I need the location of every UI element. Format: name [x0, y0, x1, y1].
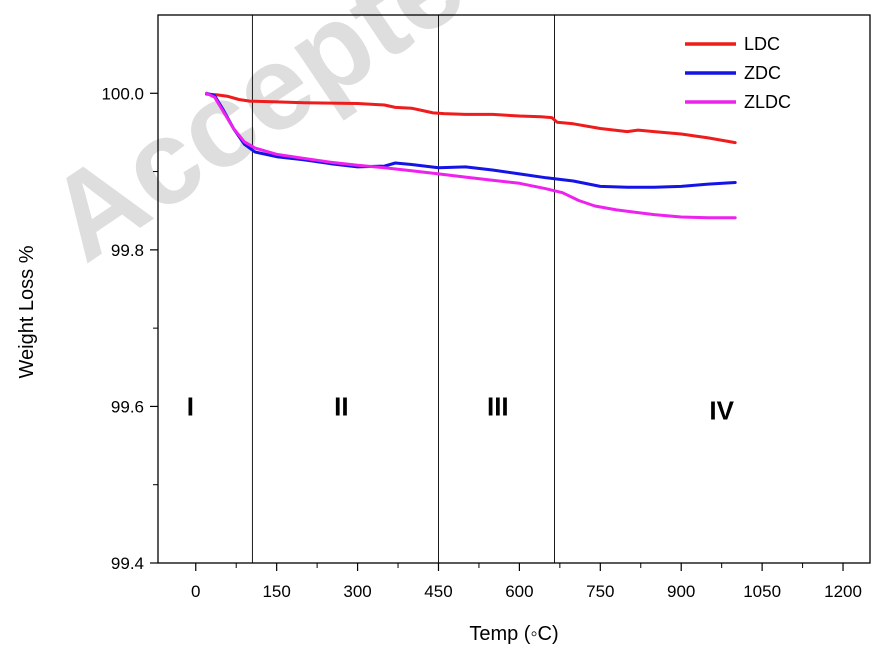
y-tick-label: 100.0 — [101, 84, 144, 103]
series-line-zldc — [205, 91, 737, 220]
legend-label: ZLDC — [744, 92, 791, 112]
x-axis: 0 150 300 450 600 750 900 1050 1200 — [191, 563, 862, 601]
x-tick-label: 750 — [586, 582, 614, 601]
region-label: IV — [709, 395, 734, 425]
watermark-text: Accepted — [25, 0, 548, 287]
y-tick-label: 99.6 — [111, 397, 144, 416]
x-tick-label: 900 — [667, 582, 695, 601]
x-tick-label: 0 — [191, 582, 200, 601]
y-axis: 99.4 99.6 99.8 100.0 — [101, 84, 158, 573]
legend: LDC ZDC ZLDC — [685, 34, 791, 112]
region-label: III — [487, 391, 509, 421]
x-tick-label: 150 — [262, 582, 290, 601]
x-tick-label: 300 — [343, 582, 371, 601]
x-tick-label: 450 — [424, 582, 452, 601]
y-tick-label: 99.8 — [111, 241, 144, 260]
x-axis-title: Temp (◦C) — [469, 623, 558, 645]
x-tick-label: 1050 — [743, 582, 781, 601]
series-line-zdc — [205, 91, 737, 189]
x-tick-label: 1200 — [824, 582, 862, 601]
region-label: I — [187, 391, 194, 421]
y-axis-title: Weight Loss % — [16, 245, 38, 378]
legend-label: LDC — [744, 34, 780, 54]
legend-label: ZDC — [744, 63, 781, 83]
x-tick-label: 600 — [505, 582, 533, 601]
plot-frame — [157, 14, 871, 564]
y-tick-label: 99.4 — [111, 554, 144, 573]
plot-area: I II III IV — [187, 15, 737, 563]
series-line-ldc — [205, 92, 737, 145]
region-label: II — [334, 391, 348, 421]
